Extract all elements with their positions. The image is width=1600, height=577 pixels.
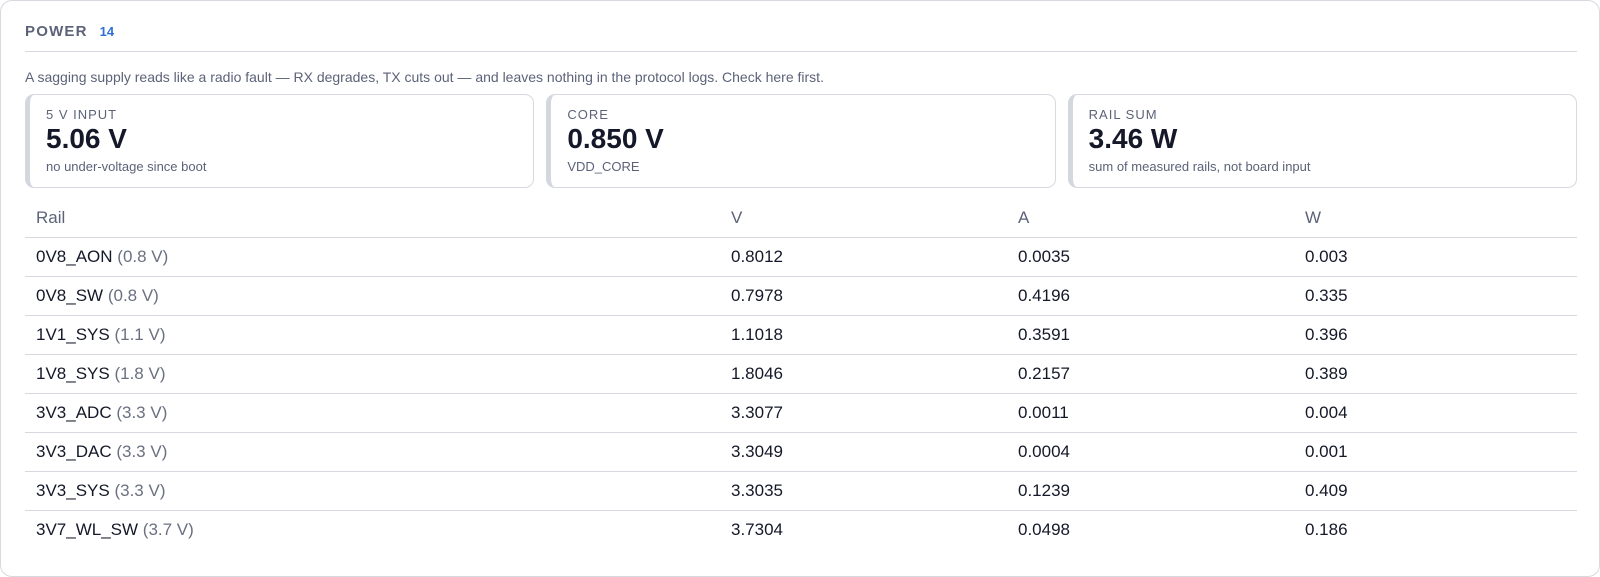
rail-nominal: (3.3 V) xyxy=(116,403,168,422)
column-header: V xyxy=(720,199,1007,238)
cards: 5 V INPUT 5.06 V no under-voltage since bo… xyxy=(25,94,1577,188)
rail-name: 1V1_SYS xyxy=(36,325,110,344)
rail-a: 0.1239 xyxy=(1007,471,1294,511)
divider xyxy=(25,51,1577,52)
rail-cell: 0V8_AON (0.8 V) xyxy=(25,237,720,277)
title: POWER xyxy=(25,23,88,40)
rail-v: 3.3035 xyxy=(720,471,1007,511)
rail-name: 3V3_DAC xyxy=(36,442,112,461)
rail-w: 0.001 xyxy=(1294,432,1577,472)
card-sub: no under-voltage since boot xyxy=(46,159,207,174)
rail-a: 0.0004 xyxy=(1007,432,1294,472)
card-label: 5 V INPUT xyxy=(46,107,118,122)
rail-v: 0.7978 xyxy=(720,276,1007,316)
card-value: 5.06 V xyxy=(46,123,127,154)
rail-a: 0.0035 xyxy=(1007,237,1294,277)
rail-a: 0.3591 xyxy=(1007,315,1294,355)
count: 14 xyxy=(99,24,115,39)
rail-cell: 3V3_ADC (3.3 V) xyxy=(25,393,720,433)
rail-cell: 3V7_WL_SW (3.7 V) xyxy=(25,511,720,550)
rail-w: 0.003 xyxy=(1294,237,1577,277)
rail-row: 0V8_SW (0.8 V) 0.7978 0.4196 0.335 xyxy=(25,276,1577,316)
rail-v: 0.8012 xyxy=(720,237,1007,277)
rail-name: 0V8_SW xyxy=(36,286,104,305)
rail-nominal: (3.3 V) xyxy=(116,442,168,461)
rail-a: 0.4196 xyxy=(1007,276,1294,316)
rail-nominal: (0.8 V) xyxy=(117,247,169,266)
rail-w: 0.389 xyxy=(1294,354,1577,394)
rail-row: 3V7_WL_SW (3.7 V) 3.7304 0.0498 0.186 xyxy=(25,511,1577,550)
header: POWER 14 xyxy=(25,23,114,40)
rail-row: 1V1_SYS (1.1 V) 1.1018 0.3591 0.396 xyxy=(25,315,1577,355)
header-row: Rail V A W xyxy=(25,199,1577,238)
card-label: CORE xyxy=(567,107,609,122)
rail-w: 0.186 xyxy=(1305,520,1348,539)
rail-w: 0.335 xyxy=(1294,276,1577,316)
card-label: RAIL SUM xyxy=(1088,107,1158,122)
card-sub: VDD_CORE xyxy=(567,159,640,174)
rail-name: 3V3_SYS xyxy=(36,481,110,500)
rail-name: 1V8_SYS xyxy=(36,364,110,383)
rail-row: 3V3_SYS (3.3 V) 3.3035 0.1239 0.409 xyxy=(25,471,1577,511)
rail-nominal: (0.8 V) xyxy=(107,286,159,305)
rail-cell: 0V8_SW (0.8 V) xyxy=(25,276,720,316)
rail-row: 0V8_AON (0.8 V) 0.8012 0.0035 0.003 xyxy=(25,237,1577,277)
rail-a: 0.0498 xyxy=(1018,520,1070,539)
card-value: 0.850 V xyxy=(567,123,664,154)
rail-cell: 3V3_DAC (3.3 V) xyxy=(25,432,720,472)
rail-table: Rail V A W 0V8_AON (0.8 V) 0.8012 0.0035 0.003… xyxy=(25,199,1577,549)
rail-cell: 1V8_SYS (1.8 V) xyxy=(25,354,720,394)
rail-v: 1.1018 xyxy=(720,315,1007,355)
rail-cell: 1V1_SYS (1.1 V) xyxy=(25,315,720,355)
column-header: Rail xyxy=(25,199,720,238)
rail-v: 3.3049 xyxy=(720,432,1007,472)
rail-w: 0.004 xyxy=(1294,393,1577,433)
stat-card: CORE 0.850 V VDD_CORE xyxy=(546,94,1056,188)
rail-name: 0V8_AON xyxy=(36,247,113,266)
rail-a: 0.0011 xyxy=(1007,393,1294,433)
rail-cell: 3V3_SYS (3.3 V) xyxy=(25,471,720,511)
rail-a: 0.2157 xyxy=(1007,354,1294,394)
rail-nominal: (1.8 V) xyxy=(114,364,166,383)
rail-name: 3V7_WL_SW xyxy=(36,520,139,539)
rail-nominal: (1.1 V) xyxy=(114,325,166,344)
stat-card: RAIL SUM 3.46 W sum of measured rails, not… xyxy=(1067,94,1577,188)
rail-row: 3V3_ADC (3.3 V) 3.3077 0.0011 0.004 xyxy=(25,393,1577,433)
rail-w: 0.409 xyxy=(1294,471,1577,511)
rail-v: 3.3077 xyxy=(720,393,1007,433)
rail-v: 1.8046 xyxy=(720,354,1007,394)
rail-nominal: (3.3 V) xyxy=(114,481,166,500)
rail-w: 0.396 xyxy=(1294,315,1577,355)
rail-row: 3V3_DAC (3.3 V) 3.3049 0.0004 0.001 xyxy=(25,432,1577,472)
rail-row: 1V8_SYS (1.8 V) 1.8046 0.2157 0.389 xyxy=(25,354,1577,394)
card-sub: sum of measured rails, not board input xyxy=(1088,159,1311,174)
column-header: W xyxy=(1294,199,1577,238)
card-value: 3.46 W xyxy=(1088,123,1178,154)
stat-card: 5 V INPUT 5.06 V no under-voltage since bo… xyxy=(25,94,535,188)
description: A sagging supply reads like a radio faul… xyxy=(25,69,824,85)
rail-name: 3V3_ADC xyxy=(36,403,112,422)
column-header: A xyxy=(1007,199,1294,238)
rail-v: 3.7304 xyxy=(731,520,783,539)
rail-nominal: (3.7 V) xyxy=(142,520,194,539)
